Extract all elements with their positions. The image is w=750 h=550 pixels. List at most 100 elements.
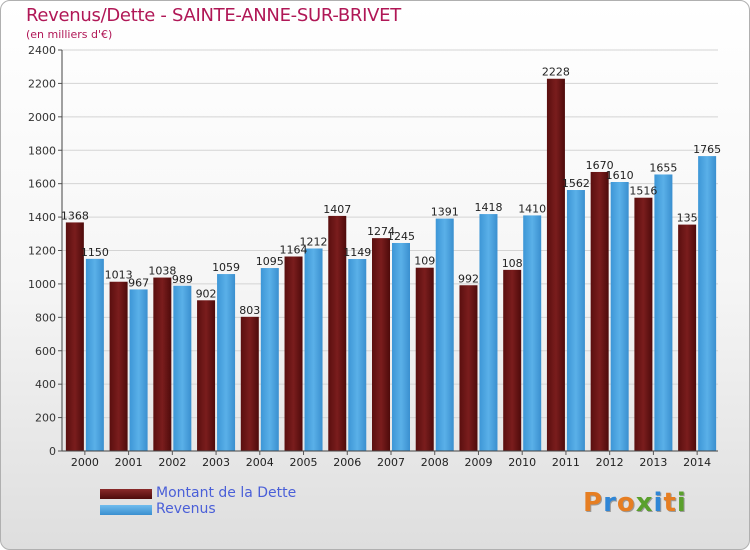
- data-label: 1418: [474, 201, 502, 214]
- logo-letter: i: [676, 488, 687, 518]
- bar-revenue: [129, 289, 148, 451]
- data-label: 1013: [105, 269, 133, 282]
- data-label: 1391: [431, 206, 459, 219]
- bar-debt: [65, 222, 84, 451]
- logo-letter: r: [603, 488, 617, 518]
- y-tick-label: 400: [35, 378, 56, 391]
- data-label: 1516: [629, 185, 657, 198]
- bar-revenue: [523, 215, 542, 451]
- logo-letter: t: [663, 488, 677, 518]
- data-label: 135: [677, 212, 698, 225]
- data-label: 2228: [542, 66, 570, 79]
- x-tick-label: 2012: [596, 456, 624, 469]
- x-tick-label: 2001: [115, 456, 143, 469]
- y-tick-label: 200: [35, 412, 56, 425]
- bar-debt: [415, 267, 434, 451]
- y-tick-label: 0: [49, 445, 56, 458]
- bar-debt: [109, 281, 128, 451]
- x-tick-label: 2002: [158, 456, 186, 469]
- y-tick-label: 1000: [28, 278, 56, 291]
- data-label: 1274: [367, 225, 395, 238]
- chart-subtitle: (en milliers d'€): [26, 28, 113, 41]
- legend-swatch-revenue: [100, 505, 152, 515]
- bar-debt: [503, 269, 522, 451]
- y-tick-label: 2000: [28, 111, 56, 124]
- data-label: 1038: [148, 265, 176, 278]
- bar-revenue: [479, 214, 498, 451]
- proxiti-logo: Proxiti: [583, 488, 687, 518]
- x-tick-label: 2003: [202, 456, 230, 469]
- bar-debt: [678, 224, 697, 451]
- x-tick-label: 2005: [290, 456, 318, 469]
- y-tick-label: 1200: [28, 245, 56, 258]
- bar-revenue: [348, 259, 367, 451]
- data-label: 1610: [606, 169, 634, 182]
- y-tick-label: 1600: [28, 178, 56, 191]
- bar-revenue: [566, 190, 585, 451]
- x-tick-label: 2013: [639, 456, 667, 469]
- y-tick-label: 1400: [28, 211, 56, 224]
- x-tick-label: 2009: [464, 456, 492, 469]
- y-tick-label: 1800: [28, 144, 56, 157]
- x-tick-label: 2004: [246, 456, 274, 469]
- data-label: 1059: [212, 261, 240, 274]
- data-label: 1149: [343, 246, 371, 259]
- data-label: 803: [239, 304, 260, 317]
- bar-revenue: [698, 156, 717, 452]
- x-tick-label: 2014: [683, 456, 711, 469]
- x-tick-label: 2006: [333, 456, 361, 469]
- bar-revenue: [610, 181, 629, 451]
- bar-revenue: [85, 258, 104, 451]
- legend-label-revenue: Revenus: [156, 501, 216, 517]
- y-tick-label: 2400: [28, 44, 56, 57]
- x-tick-label: 2000: [71, 456, 99, 469]
- data-label: 1765: [693, 143, 721, 156]
- x-tick-label: 2008: [421, 456, 449, 469]
- bar-revenue: [304, 248, 323, 451]
- logo-letter: x: [635, 488, 654, 518]
- data-label: 989: [172, 273, 193, 286]
- chart-title: Revenus/Dette - SAINTE-ANNE-SUR-BRIVET: [26, 5, 401, 26]
- x-tick-label: 2007: [377, 456, 405, 469]
- data-label: 109: [414, 255, 435, 268]
- bar-revenue: [260, 268, 279, 451]
- bar-debt: [634, 197, 653, 451]
- bar-revenue: [392, 242, 410, 451]
- bar-debt: [240, 316, 259, 451]
- data-label: 1150: [81, 246, 109, 259]
- bar-debt: [328, 215, 347, 451]
- logo-letter: o: [616, 488, 636, 518]
- bar-debt: [459, 285, 478, 451]
- bar-debt: [372, 238, 390, 451]
- data-label: 1245: [387, 230, 415, 243]
- data-label: 967: [128, 276, 149, 289]
- data-label: 1562: [562, 177, 590, 190]
- bar-debt: [546, 78, 565, 451]
- logo-letter: i: [653, 488, 664, 518]
- data-label: 1212: [300, 235, 328, 248]
- bar-debt: [590, 171, 609, 452]
- bar-debt: [197, 300, 216, 451]
- logo-letter: P: [583, 488, 604, 518]
- bar-debt: [153, 277, 172, 451]
- x-tick-label: 2010: [508, 456, 536, 469]
- data-label: 1655: [649, 161, 677, 174]
- bar-revenue: [654, 174, 673, 451]
- data-label: 902: [196, 287, 217, 300]
- bar-debt: [284, 256, 303, 451]
- y-tick-label: 800: [35, 311, 56, 324]
- data-label: 992: [458, 272, 479, 285]
- data-label: 1407: [323, 203, 351, 216]
- x-tick-label: 2011: [552, 456, 580, 469]
- data-label: 1095: [256, 255, 284, 268]
- y-tick-label: 600: [35, 345, 56, 358]
- bar-revenue: [435, 218, 454, 451]
- data-label: 108: [502, 257, 523, 270]
- data-label: 1670: [586, 159, 614, 172]
- data-label: 1368: [61, 209, 89, 222]
- bar-revenue: [217, 274, 236, 451]
- data-label: 1410: [518, 202, 546, 215]
- legend-swatch-debt: [100, 489, 152, 499]
- legend-label-debt: Montant de la Dette: [156, 485, 297, 501]
